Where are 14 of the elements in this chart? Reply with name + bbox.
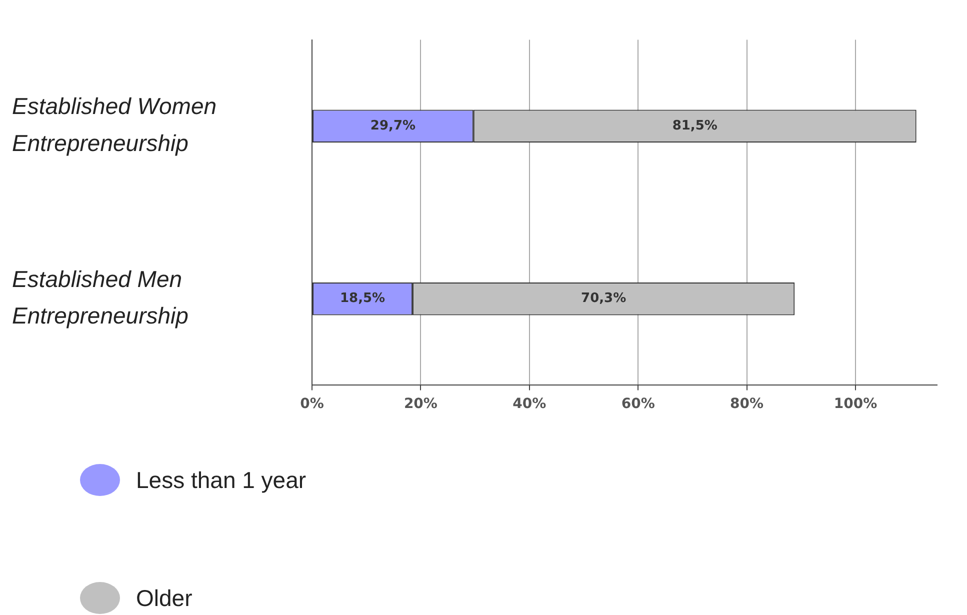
data-label: 18,5% [340, 291, 386, 306]
data-label: 29,7% [370, 118, 416, 134]
data-label: 81,5% [672, 118, 718, 134]
data-label: 70,3% [581, 291, 626, 306]
x-tick-label: 60% [621, 396, 655, 412]
x-tick-label: 80% [730, 396, 764, 412]
legend-label: Older [136, 584, 192, 612]
y-tick-label: Established Women Entrepreneurship [12, 93, 217, 156]
x-tick-label: 100% [834, 396, 878, 412]
y-tick-label: Established Men Entrepreneurship [12, 266, 189, 329]
legend-label: Less than 1 year [136, 466, 306, 494]
x-tick-label: 40% [512, 396, 546, 412]
x-tick-label: 0% [300, 396, 324, 412]
x-tick-label: 20% [404, 396, 438, 412]
